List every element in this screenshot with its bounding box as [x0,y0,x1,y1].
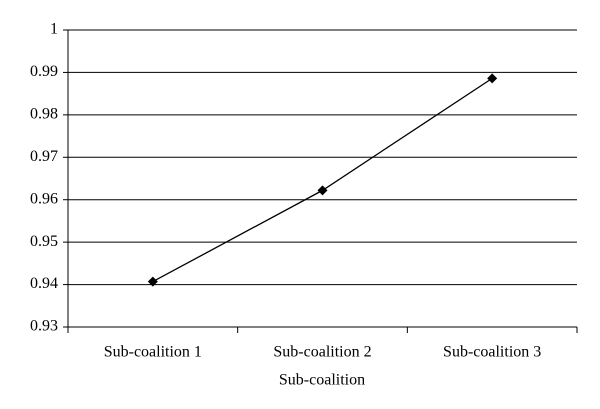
y-tick-label: 0.99 [30,63,58,80]
y-tick-label: 0.93 [30,318,58,335]
y-tick-label: 0.96 [30,190,58,207]
marker [487,73,498,84]
marker [317,185,328,196]
x-tick-label: Sub-coalition 3 [443,344,541,361]
x-axis-label: Sub-coalition [279,372,365,389]
x-tick-label: Sub-coalition 1 [104,344,202,361]
y-tick-label: 0.95 [30,233,58,250]
y-tick-label: 1 [50,21,58,38]
x-tick-label: Sub-coalition 2 [273,344,371,361]
line [152,77,493,283]
y-tick-label: 0.94 [30,275,58,292]
y-tick-label: 0.97 [30,148,58,165]
marker [147,276,158,287]
y-tick-label: 0.98 [30,106,58,123]
